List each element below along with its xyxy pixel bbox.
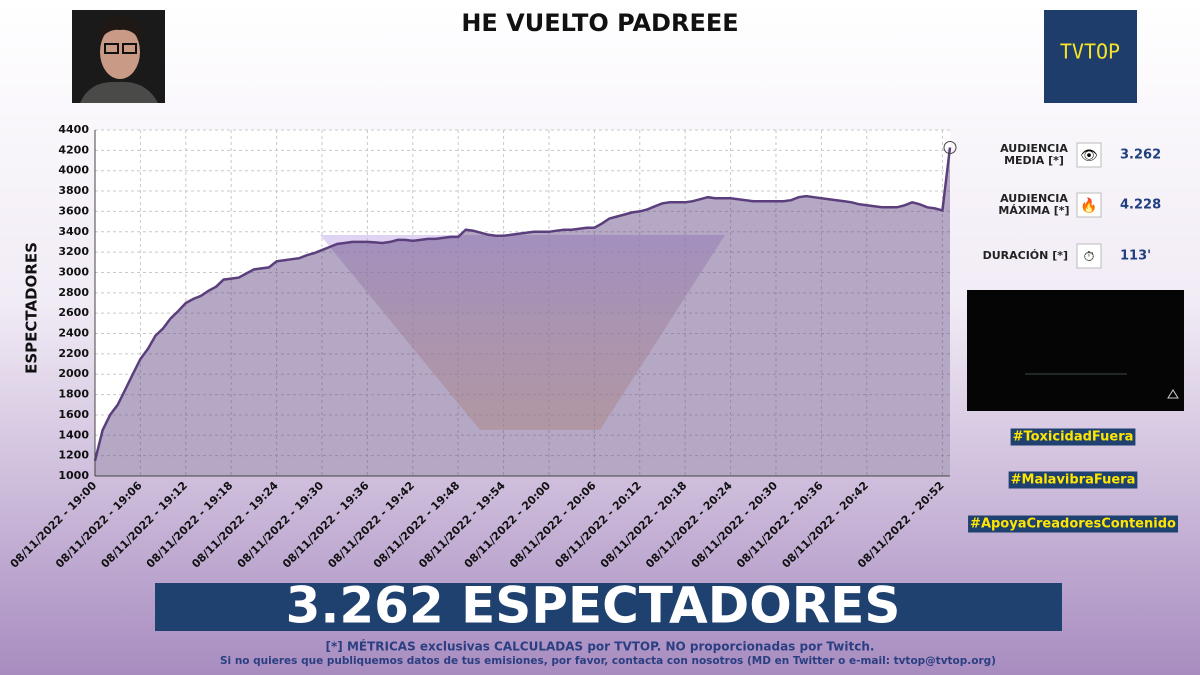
stat-label: MÁXIMA [*] [998, 204, 1069, 217]
stat-label: MEDIA [*] [1004, 154, 1064, 167]
title: HE VUELTO PADREEE [461, 9, 738, 37]
footer-contact: Si no quieres que publiquemos datos de t… [220, 655, 996, 667]
avatar [72, 10, 165, 103]
y-tick-label: 3400 [58, 225, 89, 238]
y-tick-label: 1800 [58, 388, 89, 401]
stat-icon: 👁 [1080, 148, 1098, 164]
hashtag[interactable]: #ToxicidadFuera [1013, 430, 1134, 445]
banner: 3.262 ESPECTADORES [286, 577, 901, 635]
hashtag[interactable]: #ApoyaCreadoresContenido [970, 517, 1176, 532]
stat-icon: 🔥 [1080, 197, 1097, 214]
y-tick-label: 1200 [58, 449, 89, 462]
y-tick-label: 4400 [58, 123, 89, 136]
y-tick-label: 3000 [58, 265, 89, 278]
logo: TVTOP [1060, 40, 1120, 64]
y-tick-label: 1000 [58, 469, 89, 482]
y-tick-label: 2000 [58, 367, 89, 380]
hashtag-box [968, 515, 1179, 533]
stat-value: 4.228 [1120, 198, 1161, 213]
y-tick-label: 2200 [58, 347, 89, 360]
y-tick-label: 2400 [58, 327, 89, 340]
hashtag[interactable]: #MalavibraFuera [1011, 473, 1136, 488]
stat-label: DURACIÓN [*] [983, 249, 1068, 262]
hashtag-box [1010, 428, 1136, 446]
y-tick-label: 3800 [58, 184, 89, 197]
stat-icon-box [1076, 192, 1102, 218]
y-tick-label: 1400 [58, 428, 89, 441]
line [93, 147, 952, 462]
stat-label: AUDIENCIA [1000, 142, 1068, 155]
watermark [320, 235, 725, 430]
video-thumbnail [967, 290, 1184, 411]
y-tick-label: 3600 [58, 204, 89, 217]
hashtag-box [1008, 471, 1138, 489]
banner-box [155, 583, 1062, 631]
plot [93, 130, 957, 477]
y-axis-label: ESPECTADORES [23, 242, 41, 374]
y-tick-label: 2600 [58, 306, 89, 319]
y-tick-label: 3200 [58, 245, 89, 258]
stat-icon-box [1076, 142, 1102, 168]
y-tick-label: 1600 [58, 408, 89, 421]
stat-icon: ⏱ [1084, 249, 1095, 265]
stat-label: AUDIENCIA [1000, 192, 1068, 205]
stat-value: 3.262 [1120, 148, 1161, 163]
y-tick-label: 4200 [58, 143, 89, 156]
footer-note: [*] MÉTRICAS exclusivas CALCULADAS por T… [326, 639, 875, 654]
area [95, 147, 950, 476]
stat-value: 113' [1120, 249, 1151, 264]
y-tick-label: 2800 [58, 286, 89, 299]
peak-marker [943, 141, 957, 155]
logo-box [1044, 10, 1137, 103]
y-tick-label: 4000 [58, 164, 89, 177]
stat-icon-box [1076, 243, 1102, 269]
